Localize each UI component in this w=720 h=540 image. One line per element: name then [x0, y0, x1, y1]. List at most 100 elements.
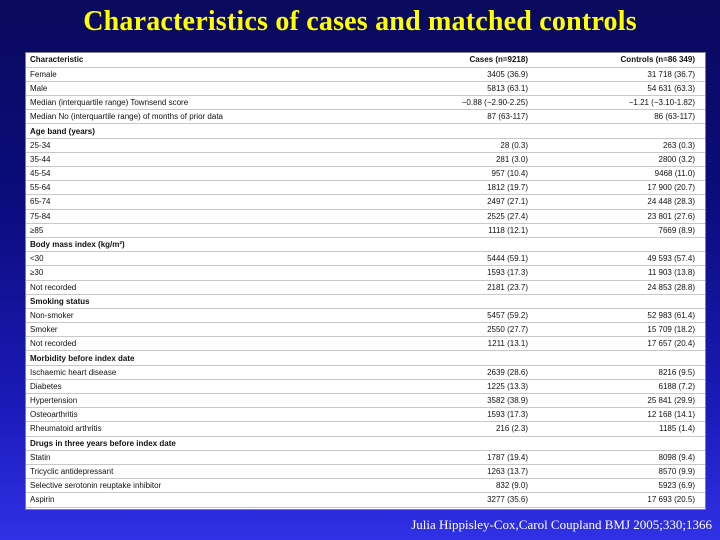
cell-characteristic: <30: [26, 251, 364, 267]
header-controls: Controls (n=86 349): [566, 53, 705, 68]
table-header-row: Characteristic Cases (n=9218) Controls (…: [26, 53, 705, 68]
table-row: 45-54 957 (10.4) 9468 (11.0): [26, 166, 705, 182]
cell-characteristic: Not recorded: [26, 280, 364, 295]
header-cases: Cases (n=9218): [364, 53, 566, 68]
cell-cases: 2639 (28.6): [364, 365, 566, 380]
cell-controls: 12 168 (14.1): [566, 407, 705, 423]
cell-controls: 8098 (9.4): [566, 450, 705, 465]
cell-controls: 49 593 (57.4): [566, 251, 705, 267]
cell-cases: [364, 123, 566, 139]
section-header-row: Age band (years): [26, 123, 705, 139]
cell-characteristic: 65-74: [26, 194, 364, 210]
cell-cases: 832 (9.0): [364, 478, 566, 494]
cell-cases: 5813 (63.1): [364, 81, 566, 97]
table-row: Not recorded 2181 (23.7) 24 853 (28.8): [26, 280, 705, 295]
cell-controls: 31 718 (36.7): [566, 67, 705, 82]
table-row: Aspirin 3277 (35.6) 17 693 (20.5): [26, 492, 705, 508]
table-row: Median No (interquartile range) of month…: [26, 109, 705, 125]
cell-cases: 281 (3.0): [364, 152, 566, 168]
cell-cases: 2525 (27.4): [364, 209, 566, 224]
cell-cases: [364, 237, 566, 253]
cell-cases: 3405 (36.9): [364, 67, 566, 82]
cell-controls: 15 709 (18.2): [566, 322, 705, 338]
cell-characteristic: 45-54: [26, 166, 364, 182]
cell-characteristic: 35-44: [26, 152, 364, 168]
cell-cases: 28 (0.3): [364, 138, 566, 153]
cell-cases: 5457 (59.2): [364, 308, 566, 324]
cell-controls: 52 983 (61.4): [566, 308, 705, 324]
cell-characteristic: Drugs in three years before index date: [26, 436, 364, 451]
table-row: ≥30 1593 (17.3) 11 903 (13.8): [26, 265, 705, 281]
table-row: Selective serotonin reuptake inhibitor 83…: [26, 478, 705, 494]
table-row: Tricyclic antidepressant 1263 (13.7) 8570 …: [26, 464, 705, 480]
cell-characteristic: Statin: [26, 450, 364, 465]
cell-cases: [364, 350, 566, 366]
section-header-row: Smoking status: [26, 294, 705, 309]
cell-controls: [566, 294, 705, 309]
table-row: Osteoarthritis 1593 (17.3) 12 168 (14.1): [26, 407, 705, 423]
cell-cases: [364, 436, 566, 451]
cell-characteristic: Aspirin: [26, 492, 364, 508]
cell-characteristic: Median No (interquartile range) of month…: [26, 109, 364, 125]
cell-controls: [566, 123, 705, 139]
cell-cases: 5444 (59.1): [364, 251, 566, 267]
section-header-row: Body mass index (kg/m²): [26, 237, 705, 253]
cell-controls: [566, 350, 705, 366]
cell-characteristic: Tricyclic antidepressant: [26, 464, 364, 480]
cell-cases: 216 (2.3): [364, 421, 566, 437]
cell-cases: 3277 (35.6): [364, 492, 566, 508]
cell-characteristic: Rheumatoid arthritis: [26, 421, 364, 437]
cell-cases: 1225 (13.3): [364, 379, 566, 395]
table-row: 55-64 1812 (19.7) 17 900 (20.7): [26, 180, 705, 196]
cell-characteristic: Ischaemic heart disease: [26, 365, 364, 380]
cell-characteristic: Median (interquartile range) Townsend sc…: [26, 95, 364, 111]
table-row: Male 5813 (63.1) 54 631 (63.3): [26, 81, 705, 97]
table-row: Non-smoker 5457 (59.2) 52 983 (61.4): [26, 308, 705, 324]
cell-cases: 957 (10.4): [364, 166, 566, 182]
cell-cases: 1211 (13.1): [364, 336, 566, 352]
cell-characteristic: Morbidity before index date: [26, 350, 364, 366]
cell-controls: 7669 (8.9): [566, 223, 705, 238]
table-row: Hypertension 3582 (38.9) 25 841 (29.9): [26, 393, 705, 409]
cell-characteristic: Selective serotonin reuptake inhibitor: [26, 478, 364, 494]
cell-characteristic: Hypertension: [26, 393, 364, 409]
table-row: Smoker 2550 (27.7) 15 709 (18.2): [26, 322, 705, 338]
cell-cases: 87 (63-117): [364, 109, 566, 125]
slide-title: Characteristics of cases and matched con…: [83, 6, 637, 37]
cell-characteristic: Smoker: [26, 322, 364, 338]
cell-controls: 9468 (11.0): [566, 166, 705, 182]
cell-controls: 8570 (9.9): [566, 464, 705, 480]
cell-characteristic: Not recorded: [26, 336, 364, 352]
cell-cases: 1118 (12.1): [364, 223, 566, 238]
cell-controls: [566, 237, 705, 253]
cell-cases: 1812 (19.7): [364, 180, 566, 196]
cell-controls: 23 801 (27.6): [566, 209, 705, 224]
cell-cases: −0.88 (−2.90-2.25): [364, 95, 566, 111]
cell-controls: 86 (63-117): [566, 109, 705, 125]
cell-controls: 17 657 (20.4): [566, 336, 705, 352]
section-header-row: Drugs in three years before index date: [26, 436, 705, 451]
cell-characteristic: Female: [26, 67, 364, 82]
cell-controls: 24 448 (28.3): [566, 194, 705, 210]
table-row: <30 5444 (59.1) 49 593 (57.4): [26, 251, 705, 267]
cell-cases: 2550 (27.7): [364, 322, 566, 338]
table-row: Median (interquartile range) Townsend sc…: [26, 95, 705, 111]
table-row: 75-84 2525 (27.4) 23 801 (27.6): [26, 209, 705, 224]
table-row: Statin 1787 (19.4) 8098 (9.4): [26, 450, 705, 465]
table-row: Rheumatoid arthritis 216 (2.3) 1185 (1.4): [26, 421, 705, 437]
cell-characteristic: 55-64: [26, 180, 364, 196]
cell-controls: 25 841 (29.9): [566, 393, 705, 409]
cell-cases: 2181 (23.7): [364, 280, 566, 295]
cell-controls: [566, 436, 705, 451]
cell-controls: 2800 (3.2): [566, 152, 705, 168]
cell-controls: 8216 (9.5): [566, 365, 705, 380]
section-header-row: Morbidity before index date: [26, 350, 705, 366]
cell-controls: 1185 (1.4): [566, 421, 705, 437]
citation: Julia Hippisley-Cox,Carol Coupland BMJ 2…: [411, 517, 712, 532]
cell-characteristic: Age band (years): [26, 123, 364, 139]
table-row: Ischaemic heart disease 2639 (28.6) 8216 (…: [26, 365, 705, 380]
cell-controls: 24 853 (28.8): [566, 280, 705, 295]
table-row: Not recorded 1211 (13.1) 17 657 (20.4): [26, 336, 705, 352]
cell-controls: 17 900 (20.7): [566, 180, 705, 196]
cell-cases: 3582 (38.9): [364, 393, 566, 409]
